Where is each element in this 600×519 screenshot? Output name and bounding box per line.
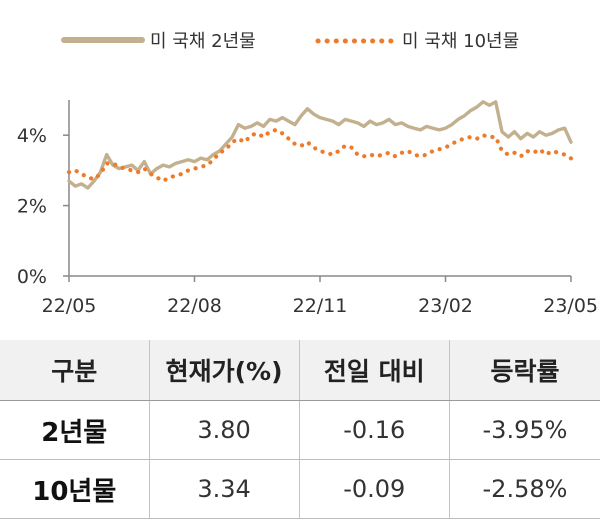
legend-label-2y: 미 국채 2년물 <box>150 31 256 52</box>
y-tick-label: 0% <box>17 266 47 288</box>
row-label: 2년물 <box>0 400 150 460</box>
y-tick-label: 4% <box>17 125 47 147</box>
header-category: 구분 <box>0 340 150 401</box>
axes: 0% 2% 4% 22/05 22/08 22/11 23/02 23/05 <box>17 100 598 317</box>
x-tick-label: 22/11 <box>293 295 348 317</box>
legend: 미 국채 2년물 미 국채 10년물 <box>61 31 519 52</box>
series-2y-line <box>67 100 573 190</box>
cell-rate: -3.95% <box>448 400 600 460</box>
table-row: 2년물 3.80 -0.16 -3.95% <box>0 400 600 460</box>
yield-chart: 미 국채 2년물 미 국채 10년물 0% 2% 4% 22/05 22/08 22/11 2… <box>17 31 598 317</box>
row-label: 10년물 <box>0 459 150 519</box>
cell-rate: -2.58% <box>448 459 600 519</box>
x-tick-label: 22/08 <box>167 295 222 317</box>
cell-current: 3.80 <box>148 400 300 460</box>
series-layer <box>66 100 574 190</box>
summary-table: 구분 현재가(%) 전일 대비 등락률 2년물 3.80 -0.16 -3.95… <box>0 340 600 519</box>
header-rate: 등락률 <box>448 340 600 401</box>
header-current: 현재가(%) <box>148 340 300 401</box>
cell-current: 3.34 <box>148 459 300 519</box>
x-tick-label: 23/05 <box>543 295 598 317</box>
x-tick-label: 22/05 <box>42 295 97 317</box>
cell-change: -0.16 <box>298 400 450 460</box>
table-row: 10년물 3.34 -0.09 -2.58% <box>0 459 600 519</box>
table-header-row: 구분 현재가(%) 전일 대비 등락률 <box>0 340 600 401</box>
legend-label-10y: 미 국채 10년물 <box>402 31 519 52</box>
y-tick-label: 2% <box>17 196 47 218</box>
x-tick-label: 23/02 <box>418 295 473 317</box>
header-change: 전일 대비 <box>298 340 450 401</box>
cell-change: -0.09 <box>298 459 450 519</box>
series-10y-line <box>66 127 574 184</box>
